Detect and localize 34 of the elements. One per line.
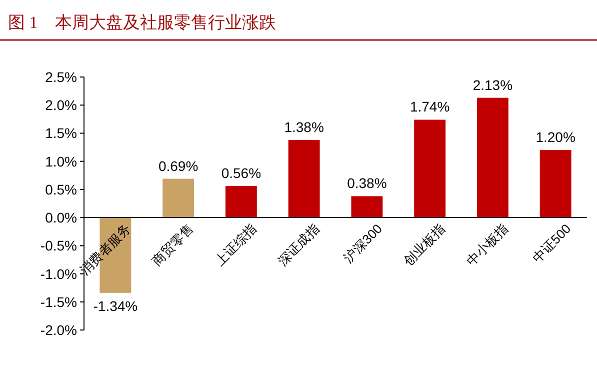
data-label: 0.38% xyxy=(347,175,387,192)
y-tick-label: -0.5% xyxy=(40,238,77,254)
bar xyxy=(414,120,446,218)
data-label: 1.38% xyxy=(284,118,324,135)
bar xyxy=(225,186,257,218)
y-tick-label: -1.5% xyxy=(40,294,77,310)
y-tick-label: -2.0% xyxy=(40,322,77,338)
x-tick-label: 中小板指 xyxy=(463,221,511,268)
data-label: 0.56% xyxy=(221,165,262,182)
data-label: 2.13% xyxy=(472,76,513,93)
y-tick-label: 0.5% xyxy=(45,181,77,198)
bar xyxy=(288,140,320,218)
x-tick-label: 消费者服务 xyxy=(76,221,134,278)
y-tick-label: 1.0% xyxy=(45,153,77,170)
bar xyxy=(476,98,508,218)
y-tick-label: 2.5% xyxy=(45,69,77,85)
x-tick-label: 商贸零售 xyxy=(149,221,196,268)
x-tick-label: 沪深300 xyxy=(340,221,386,266)
y-tick-label: 2.0% xyxy=(45,97,77,114)
x-tick-label: 上证综指 xyxy=(212,221,260,268)
data-label: 1.20% xyxy=(536,129,576,146)
chart-title: 图 1 本周大盘及社服零售行业涨跌 xyxy=(8,13,276,32)
x-tick-label: 中证500 xyxy=(529,221,574,266)
bar xyxy=(351,196,383,218)
bar xyxy=(162,178,194,218)
data-label: 1.74% xyxy=(410,98,450,115)
x-tick-label: 创业板指 xyxy=(400,221,448,268)
y-tick-label: 0.0% xyxy=(45,210,77,226)
data-label: -1.34% xyxy=(93,298,138,314)
y-tick-label: 1.5% xyxy=(45,125,77,142)
x-tick-label: 深证成指 xyxy=(274,221,322,268)
data-label: 0.69% xyxy=(158,158,198,174)
y-tick-label: -1.0% xyxy=(40,266,77,282)
bar xyxy=(540,150,572,218)
